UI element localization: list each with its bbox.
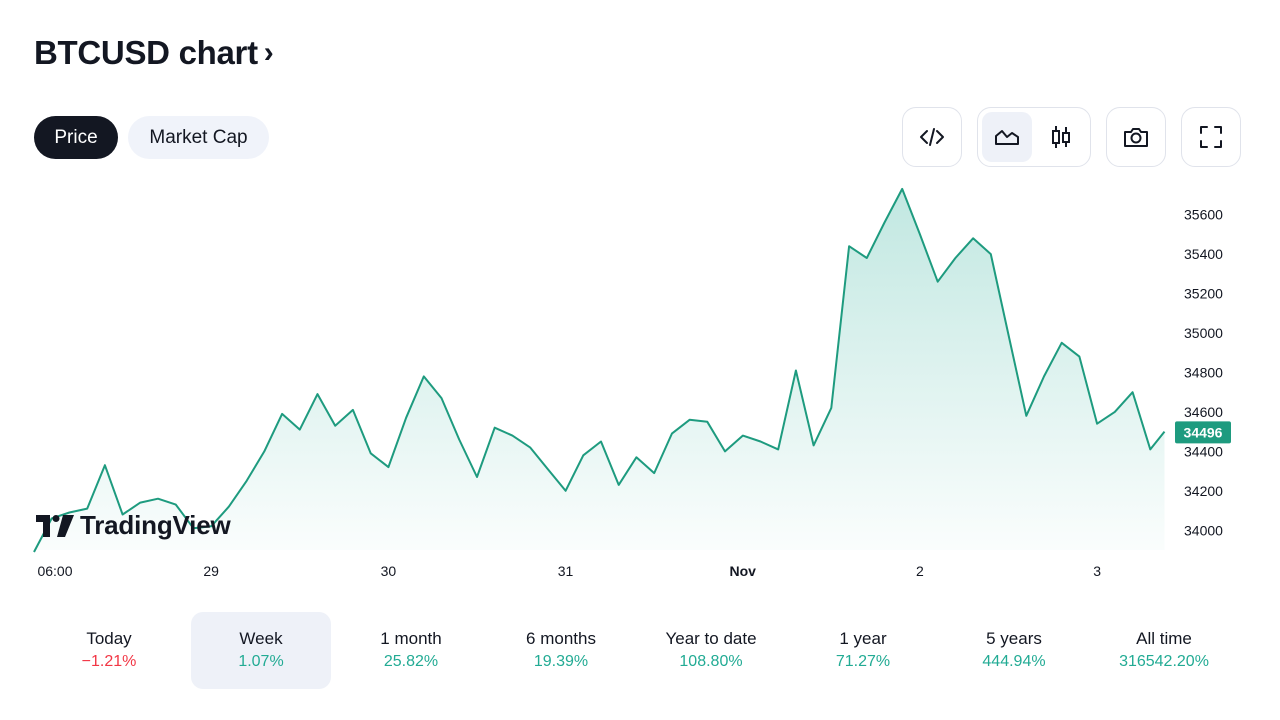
period-6-months[interactable]: 6 months 19.39% — [491, 612, 631, 689]
y-tick-label: 34800 — [1184, 364, 1223, 380]
y-tick-label: 34200 — [1184, 483, 1223, 499]
snapshot-button[interactable] — [1106, 107, 1166, 167]
x-tick-label: 30 — [381, 563, 397, 579]
code-icon — [920, 128, 944, 146]
x-tick-label: 29 — [203, 563, 219, 579]
period-label: Week — [239, 629, 283, 648]
chevron-right-icon: › — [263, 36, 274, 69]
y-tick-label: 35400 — [1184, 246, 1223, 262]
area-chart-icon — [995, 130, 1019, 145]
period-5-years[interactable]: 5 years 444.94% — [944, 612, 1084, 689]
y-tick-label: 34400 — [1184, 443, 1223, 459]
fullscreen-button[interactable] — [1181, 107, 1241, 167]
x-tick-label: 31 — [558, 563, 574, 579]
area-style-button[interactable] — [982, 112, 1032, 162]
camera-icon — [1124, 128, 1148, 147]
chart-style-group — [977, 107, 1091, 167]
tradingview-mark-icon — [36, 514, 74, 537]
period-label: Year to date — [665, 629, 757, 648]
x-tick-label: 3 — [1093, 563, 1101, 579]
x-tick-label: 2 — [916, 563, 924, 579]
period-change: 19.39% — [533, 653, 589, 670]
period-label: 1 month — [380, 629, 442, 648]
period-all-time[interactable]: All time 316542.20% — [1094, 612, 1234, 689]
price-chart[interactable]: 35600 35400 35200 35000 34800 34600 34400 34200… — [0, 180, 1280, 600]
y-tick-label: 35200 — [1184, 286, 1223, 302]
candlestick-icon — [1052, 126, 1070, 148]
period-change: −1.21% — [81, 653, 137, 670]
tab-price[interactable]: Price — [34, 116, 118, 159]
period-week[interactable]: Week 1.07% — [191, 612, 331, 689]
last-price-label: 34496 — [1184, 424, 1223, 440]
period-change: 444.94% — [982, 653, 1046, 670]
tradingview-wordmark: TradingView — [80, 510, 231, 540]
period-label: 1 year — [839, 629, 887, 648]
period-1-year[interactable]: 1 year 71.27% — [793, 612, 933, 689]
period-1-month[interactable]: 1 month 25.82% — [341, 612, 481, 689]
period-change: 71.27% — [835, 653, 891, 670]
last-price-badge — [1175, 421, 1231, 444]
period-change: 25.82% — [383, 653, 439, 670]
fullscreen-icon — [1200, 126, 1222, 148]
price-line — [33, 187, 1166, 553]
page-title-text: BTCUSD chart — [34, 34, 258, 71]
tradingview-logo: TradingView — [36, 510, 231, 541]
x-tick-label: 06:00 — [37, 563, 72, 579]
period-change: 108.80% — [679, 653, 743, 670]
candle-style-button[interactable] — [1036, 112, 1086, 162]
period-label: All time — [1136, 629, 1192, 648]
period-label: Today — [86, 629, 132, 648]
embed-button[interactable] — [902, 107, 962, 167]
period-label: 5 years — [986, 629, 1042, 648]
period-change: 316542.20% — [1119, 653, 1209, 670]
y-tick-label: 34000 — [1184, 522, 1223, 538]
period-change: 1.07% — [238, 653, 284, 670]
x-tick-label: Nov — [730, 563, 757, 579]
y-tick-label: 35600 — [1184, 207, 1223, 223]
period-year-to-date[interactable]: Year to date 108.80% — [641, 612, 781, 689]
period-today[interactable]: Today −1.21% — [39, 612, 179, 689]
period-label: 6 months — [526, 629, 596, 648]
y-tick-label: 35000 — [1184, 325, 1223, 341]
y-tick-label: 34600 — [1184, 404, 1223, 420]
page-title[interactable]: BTCUSD chart › — [34, 34, 274, 72]
tab-market-cap[interactable]: Market Cap — [128, 116, 269, 159]
price-area-fill — [34, 188, 1165, 552]
